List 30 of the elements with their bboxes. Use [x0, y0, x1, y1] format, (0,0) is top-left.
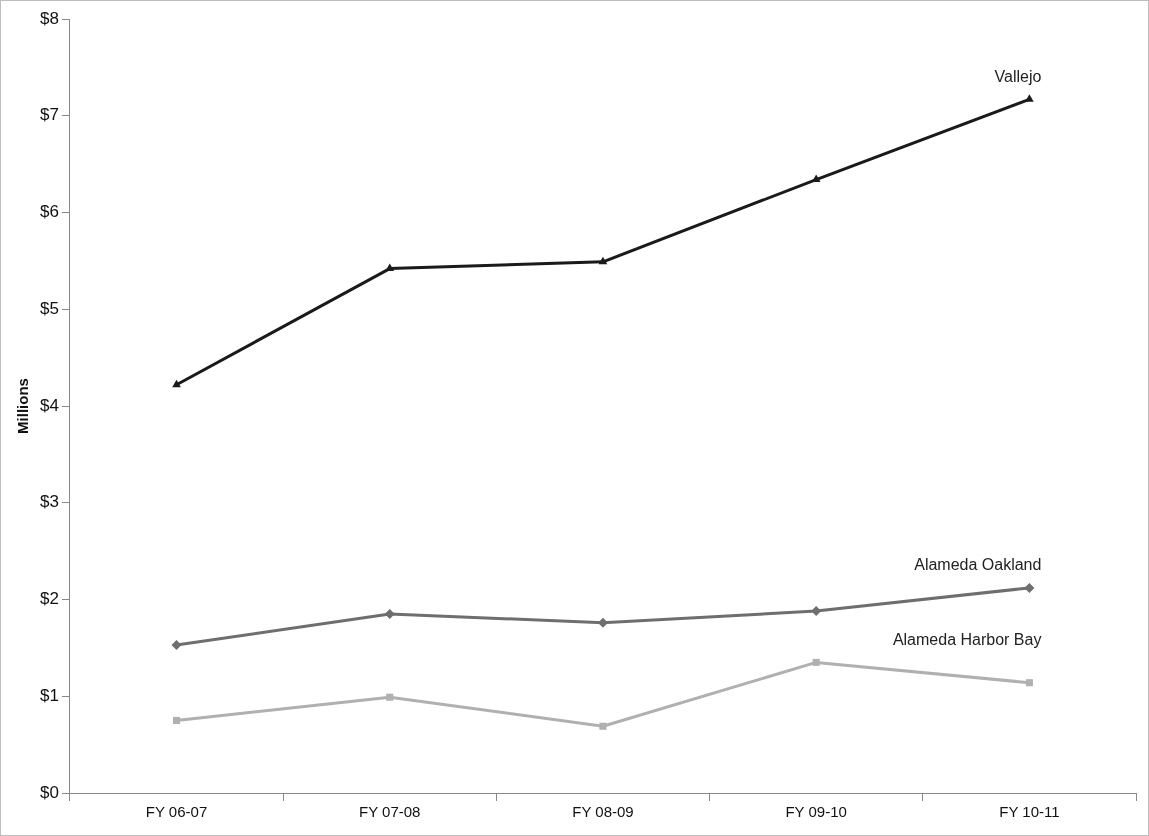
point: [172, 379, 181, 388]
x-tick-label: FY 10-11: [999, 803, 1060, 821]
point: [172, 716, 181, 724]
y-tick-label: $1: [39, 685, 59, 705]
point: [386, 693, 394, 701]
point: [1025, 679, 1033, 687]
y-tick-label: $0: [39, 782, 59, 802]
series-label: Alameda Harbor Bay: [892, 630, 1042, 648]
x-tick-label: FY 09-10: [785, 803, 847, 821]
point: [1024, 582, 1035, 593]
x-tick-label: FY 06-07: [145, 803, 208, 821]
point: [1025, 94, 1034, 102]
point: [598, 256, 608, 265]
y-tick-label: $6: [39, 202, 59, 222]
x-tick-label: FY 08-09: [572, 803, 634, 821]
y-tick-label: $2: [39, 589, 59, 609]
point: [171, 639, 182, 650]
series-label: Alameda Oakland: [914, 556, 1042, 574]
point: [599, 722, 607, 730]
y-tick-label: $7: [39, 105, 59, 125]
series-label: Vallejo: [994, 67, 1042, 85]
point: [385, 263, 395, 272]
y-axis-title: Millions: [14, 378, 32, 434]
point: [812, 658, 820, 666]
x-tick-label: FY 07-08: [359, 803, 421, 821]
point: [384, 609, 395, 620]
y-tick-label: $4: [39, 395, 59, 415]
y-tick-label: $8: [39, 8, 59, 28]
y-tick-label: $5: [39, 298, 59, 318]
y-tick-label: $3: [39, 492, 59, 512]
